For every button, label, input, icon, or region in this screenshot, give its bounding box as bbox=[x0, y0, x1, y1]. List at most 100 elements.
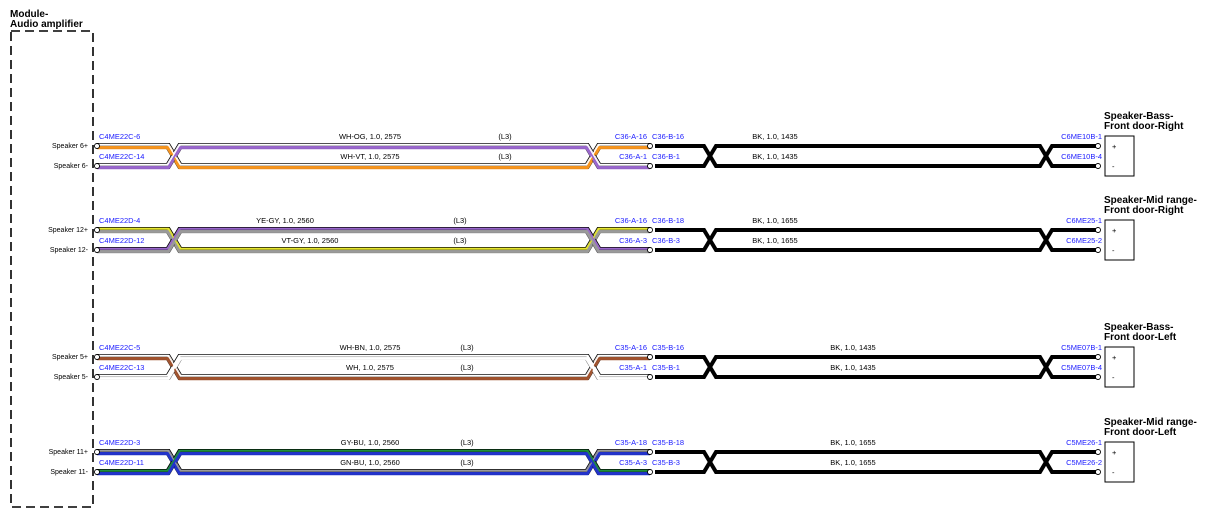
module-audio-amplifier-box bbox=[10, 30, 94, 508]
wire-tag: (L3) bbox=[498, 152, 512, 161]
speaker-pin-terminal bbox=[1095, 469, 1101, 475]
speaker-box bbox=[1104, 219, 1135, 261]
inline-connector-pin bbox=[647, 354, 653, 360]
wire-amp-top-band bbox=[97, 449, 650, 472]
speaker-polarity-plus: + bbox=[1112, 353, 1117, 362]
inline-connector-a: C36-A-16 bbox=[615, 132, 647, 141]
wire-amp-top-band bbox=[97, 449, 650, 472]
amp-wire-spec: YE-GY, 1.0, 2560 bbox=[256, 216, 314, 225]
amp-connector-label: C4ME22C-14 bbox=[99, 152, 144, 161]
amp-pin-label: Speaker 6- bbox=[54, 163, 89, 170]
speaker-connector-label: C6ME10B-4 bbox=[1061, 152, 1102, 161]
wire-speaker-black bbox=[655, 228, 1098, 252]
wire-amp-divider bbox=[97, 451, 650, 473]
speaker-title-line1: Speaker-Bass- bbox=[1104, 111, 1173, 122]
amp-wire-spec: WH-VT, 1.0, 2575 bbox=[340, 152, 399, 161]
inline-connector-b: C35-B-3 bbox=[652, 458, 680, 467]
amp-pin-label: Speaker 11- bbox=[50, 469, 88, 476]
amp-connector-label: C4ME22D-12 bbox=[99, 236, 144, 245]
speaker-polarity-minus: - bbox=[1112, 468, 1115, 477]
amp-pin-terminal bbox=[94, 469, 100, 475]
speaker-wire-spec: BK, 1.0, 1655 bbox=[752, 216, 797, 225]
speaker-title-line1: Speaker-Mid range- bbox=[1104, 417, 1197, 428]
amp-pin-terminal bbox=[94, 163, 100, 169]
amp-connector-label: C4ME22C-13 bbox=[99, 363, 144, 372]
amp-pin-label: Speaker 5+ bbox=[52, 354, 88, 361]
inline-connector-b: C35-B-18 bbox=[652, 438, 684, 447]
module-title-line2: Audio amplifier bbox=[10, 19, 83, 30]
speaker-connector-label: C5ME07B-4 bbox=[1061, 363, 1102, 372]
inline-connector-b: C35-B-16 bbox=[652, 343, 684, 352]
amp-wire-spec: WH-OG, 1.0, 2575 bbox=[339, 132, 401, 141]
speaker-wire-spec: BK, 1.0, 1435 bbox=[830, 343, 875, 352]
inline-connector-pin bbox=[647, 143, 653, 149]
amp-wire-spec: WH, 1.0, 2575 bbox=[346, 363, 394, 372]
inline-connector-b: C35-B-1 bbox=[652, 363, 680, 372]
inline-connector-pin bbox=[647, 163, 653, 169]
amp-wire-spec: WH-BN, 1.0, 2575 bbox=[340, 343, 401, 352]
wire-speaker-black bbox=[655, 355, 1098, 379]
wire-tag: (L3) bbox=[498, 132, 512, 141]
wire-amp-divider bbox=[97, 145, 650, 167]
inline-connector-a: C35-A-16 bbox=[615, 343, 647, 352]
wire-amp-top-band bbox=[97, 143, 650, 166]
speaker-connector-label: C6ME25-1 bbox=[1066, 216, 1102, 225]
inline-connector-a: C35-A-18 bbox=[615, 438, 647, 447]
inline-connector-a: C36-A-16 bbox=[615, 216, 647, 225]
wire-amp-divider bbox=[97, 356, 650, 378]
wire-tag: (L3) bbox=[460, 343, 474, 352]
wire-amp-bottom-band bbox=[97, 230, 650, 253]
wire-amp-bottom-band bbox=[97, 357, 650, 380]
inline-connector-b: C36-B-3 bbox=[652, 236, 680, 245]
wire-tag: (L3) bbox=[460, 438, 474, 447]
inline-connector-b: C36-B-16 bbox=[652, 132, 684, 141]
speaker-box bbox=[1104, 441, 1135, 483]
speaker-pin-terminal bbox=[1095, 354, 1101, 360]
speaker-polarity-minus: - bbox=[1112, 373, 1115, 382]
inline-connector-pin bbox=[647, 227, 653, 233]
speaker-pin-terminal bbox=[1095, 143, 1101, 149]
speaker-pin-terminal bbox=[1095, 163, 1101, 169]
wire-amp-bottom-band bbox=[97, 357, 650, 380]
amp-connector-label: C4ME22C-6 bbox=[99, 132, 140, 141]
wire-amp-top-band bbox=[97, 227, 650, 250]
speaker-title-line1: Speaker-Mid range- bbox=[1104, 195, 1197, 206]
wire-amp-bottom-band bbox=[97, 230, 650, 253]
amp-pin-terminal bbox=[94, 449, 100, 455]
speaker-pin-terminal bbox=[1095, 449, 1101, 455]
speaker-connector-label: C5ME07B-1 bbox=[1061, 343, 1102, 352]
amp-wire-spec: VT-GY, 1.0, 2560 bbox=[282, 236, 339, 245]
wire-tag: (L3) bbox=[453, 216, 467, 225]
speaker-wire-spec: BK, 1.0, 1655 bbox=[830, 458, 875, 467]
amp-pin-terminal bbox=[94, 247, 100, 253]
speaker-polarity-plus: + bbox=[1112, 226, 1117, 235]
inline-connector-a: C36-A-3 bbox=[619, 236, 647, 245]
wire-amp-top-band bbox=[97, 227, 650, 250]
wire-amp-divider bbox=[97, 229, 650, 251]
wire-amp-bottom-band bbox=[97, 146, 650, 169]
inline-connector-pin bbox=[647, 449, 653, 455]
amp-pin-terminal bbox=[94, 354, 100, 360]
speaker-connector-label: C6ME10B-1 bbox=[1061, 132, 1102, 141]
speaker-connector-label: C5ME26-1 bbox=[1066, 438, 1102, 447]
wire-amp-bottom-band bbox=[97, 452, 650, 475]
speaker-box bbox=[1104, 135, 1135, 177]
amp-pin-label: Speaker 6+ bbox=[52, 143, 88, 150]
speaker-pin-terminal bbox=[1095, 227, 1101, 233]
amp-pin-terminal bbox=[94, 374, 100, 380]
wire-speaker-black bbox=[655, 450, 1098, 474]
amp-pin-label: Speaker 12- bbox=[50, 247, 89, 254]
wire-amp-bottom-band bbox=[97, 452, 650, 475]
amp-wire-spec: GN-BU, 1.0, 2560 bbox=[340, 458, 400, 467]
inline-connector-b: C36-B-1 bbox=[652, 152, 680, 161]
speaker-connector-label: C5ME26-2 bbox=[1066, 458, 1102, 467]
wire-amp-top-band bbox=[97, 354, 650, 377]
wire-tag: (L3) bbox=[460, 363, 474, 372]
speaker-wire-spec: BK, 1.0, 1655 bbox=[830, 438, 875, 447]
speaker-title-line2: Front door-Right bbox=[1104, 121, 1184, 132]
speaker-title-line1: Speaker-Bass- bbox=[1104, 322, 1173, 333]
speaker-polarity-plus: + bbox=[1112, 448, 1117, 457]
amp-connector-label: C4ME22D-11 bbox=[99, 458, 144, 467]
inline-connector-a: C35-A-3 bbox=[619, 458, 647, 467]
wire-tag: (L3) bbox=[453, 236, 467, 245]
